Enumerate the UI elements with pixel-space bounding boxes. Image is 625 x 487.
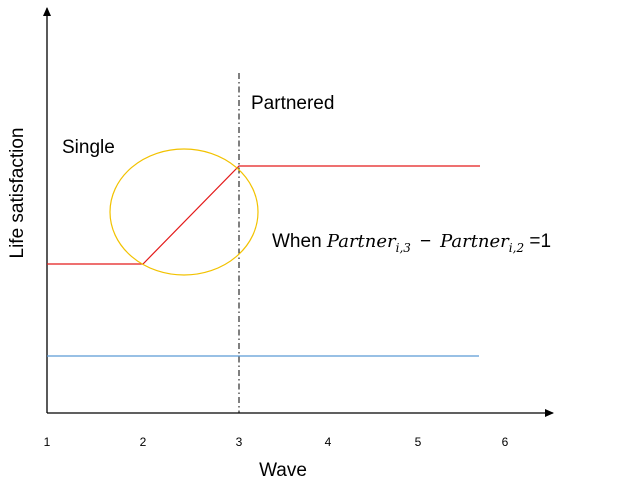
partnered-line [47,165,480,265]
x-tick-label: 3 [236,435,243,449]
single-label: Single [62,137,115,158]
x-tick-label: 2 [140,435,147,449]
x-tick-label: 4 [325,435,332,449]
x-axis-title: Wave [259,460,307,481]
x-tick-label: 1 [44,435,51,449]
x-tick-label: 6 [502,435,509,449]
highlight-circle [109,148,259,276]
x-tick-label: 5 [415,435,422,449]
partnered-label: Partnered [251,93,334,114]
equation-annotation: When Partneri,3− Partneri,2 =1 [272,231,551,255]
y-axis-title: Life satisfaction [7,128,28,259]
